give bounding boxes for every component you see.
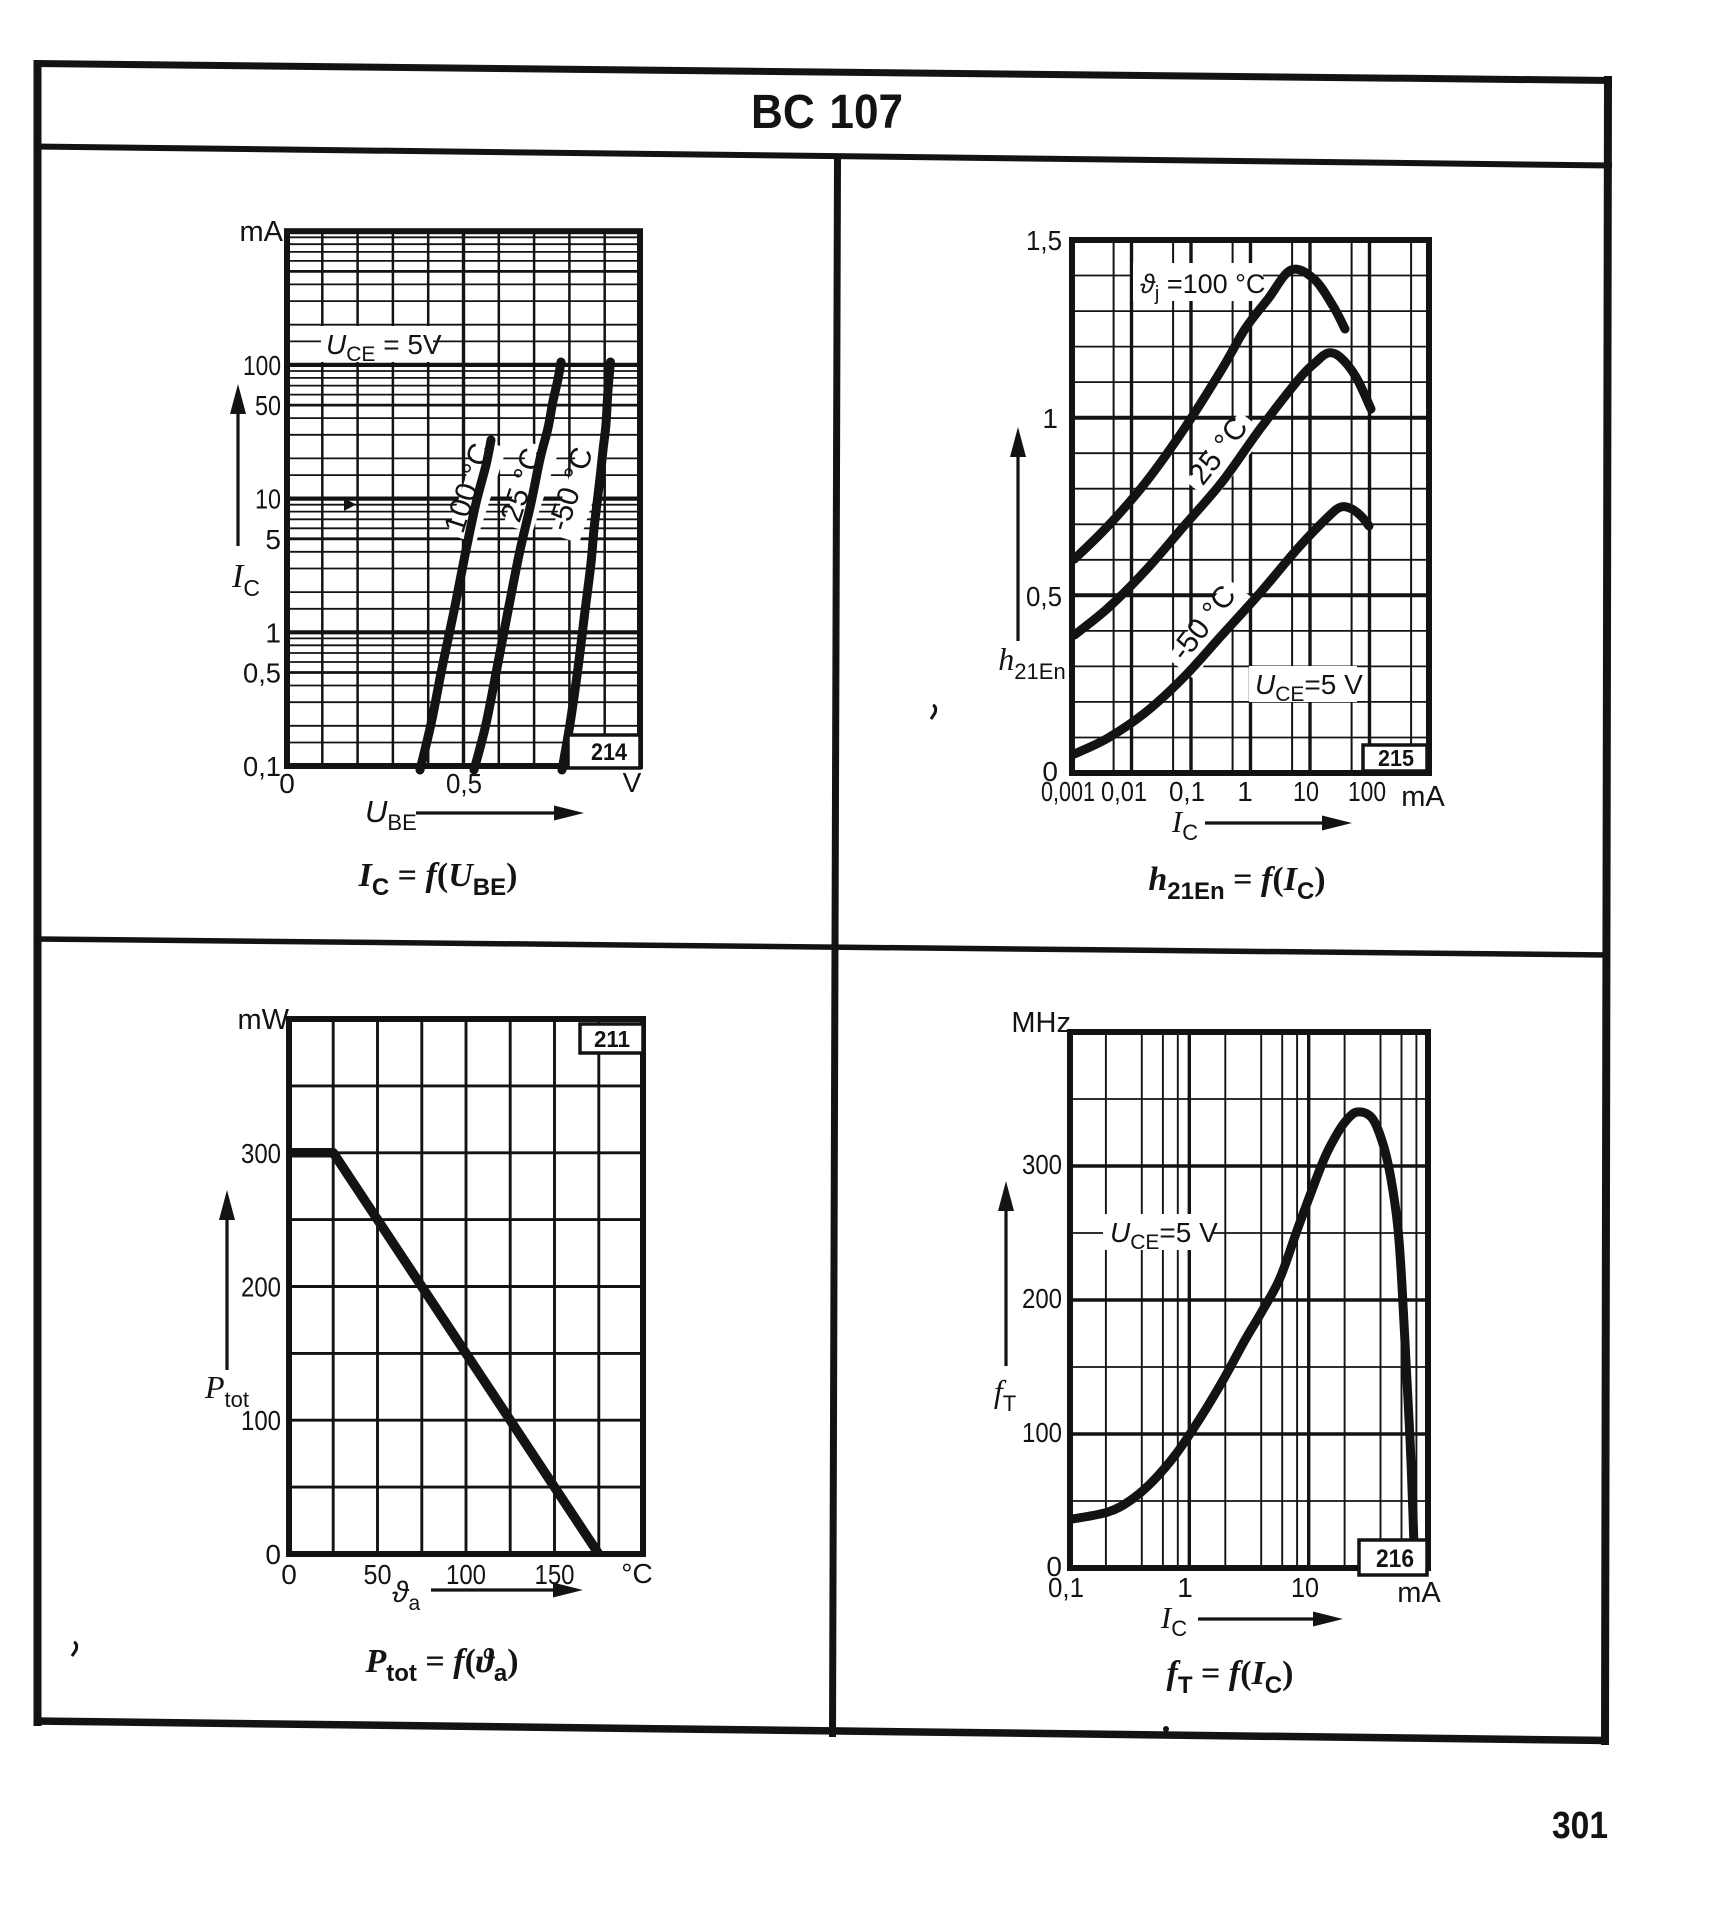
svg-text:10: 10 — [1293, 776, 1319, 807]
svg-text:ϑj =100 °C: ϑj =100 °C — [1140, 269, 1265, 305]
svg-text:300: 300 — [241, 1138, 281, 1169]
svg-text:MHz: MHz — [1011, 1007, 1071, 1039]
svg-text:5: 5 — [265, 524, 281, 555]
svg-text:0,5: 0,5 — [1026, 581, 1062, 612]
svg-text:100: 100 — [1348, 776, 1386, 807]
svg-text:300: 300 — [1022, 1149, 1062, 1180]
svg-text:50: 50 — [255, 390, 281, 421]
svg-text:UBE: UBE — [365, 794, 417, 835]
svg-text:IC = f(UBE): IC = f(UBE) — [358, 857, 518, 901]
svg-text:BC 107: BC 107 — [751, 86, 903, 139]
svg-text:100: 100 — [446, 1559, 486, 1590]
svg-text:UCE=5 V: UCE=5 V — [1255, 669, 1363, 706]
svg-text:0: 0 — [281, 1559, 297, 1590]
svg-text:0,01: 0,01 — [1101, 776, 1147, 807]
svg-text:ϑa: ϑa — [392, 1576, 421, 1615]
svg-text:IC: IC — [1171, 804, 1198, 845]
svg-text:10: 10 — [1291, 1572, 1319, 1603]
svg-text:0,1: 0,1 — [1048, 1572, 1084, 1603]
svg-text:200: 200 — [241, 1272, 281, 1303]
svg-text:0,1: 0,1 — [243, 751, 281, 782]
svg-text:UCE = 5V: UCE = 5V — [326, 329, 442, 366]
svg-text:0: 0 — [1042, 756, 1058, 787]
svg-text:211: 211 — [594, 1026, 630, 1052]
svg-text:50: 50 — [364, 1559, 392, 1590]
svg-text:IC: IC — [231, 558, 260, 601]
svg-text:0,1: 0,1 — [1169, 776, 1205, 807]
svg-text:mA: mA — [1401, 781, 1445, 813]
svg-text:1,5: 1,5 — [1026, 225, 1062, 256]
svg-text:mW: mW — [237, 1004, 289, 1036]
svg-text:200: 200 — [1022, 1283, 1062, 1314]
svg-text:fT = f(IC): fT = f(IC) — [1167, 1655, 1294, 1699]
svg-text:10: 10 — [255, 484, 281, 515]
svg-text:°C: °C — [621, 1558, 652, 1589]
svg-text:IC: IC — [1160, 1600, 1187, 1641]
svg-text:Ptot = f(ϑa): Ptot = f(ϑa) — [364, 1643, 518, 1687]
svg-text:0,001: 0,001 — [1041, 776, 1095, 807]
svg-text:0,5: 0,5 — [243, 658, 281, 689]
svg-text:1: 1 — [265, 617, 281, 648]
svg-text:mA: mA — [1397, 1577, 1441, 1609]
svg-text:h21En: h21En — [998, 641, 1065, 684]
svg-text:1: 1 — [1237, 776, 1253, 807]
svg-text:0: 0 — [1046, 1551, 1062, 1582]
svg-text:UCE=5 V: UCE=5 V — [1110, 1217, 1218, 1254]
svg-text:100: 100 — [1022, 1417, 1062, 1448]
svg-text:fT: fT — [994, 1373, 1016, 1416]
svg-text:216: 216 — [1376, 1545, 1414, 1573]
svg-text:Ptot: Ptot — [204, 1369, 249, 1412]
svg-text:V: V — [623, 767, 642, 798]
svg-text:1: 1 — [1177, 1572, 1193, 1603]
svg-text:301: 301 — [1552, 1805, 1608, 1847]
svg-text:0,5: 0,5 — [446, 768, 482, 799]
svg-text:215: 215 — [1378, 745, 1414, 771]
svg-text:100: 100 — [241, 1405, 281, 1436]
svg-text:0: 0 — [279, 768, 295, 799]
svg-text:h21En = f(IC): h21En = f(IC) — [1148, 861, 1325, 905]
svg-text:mA: mA — [240, 216, 284, 248]
svg-text:100: 100 — [243, 350, 281, 381]
svg-text:0: 0 — [265, 1539, 281, 1570]
svg-text:1: 1 — [1042, 403, 1058, 434]
svg-text:214: 214 — [591, 739, 628, 766]
